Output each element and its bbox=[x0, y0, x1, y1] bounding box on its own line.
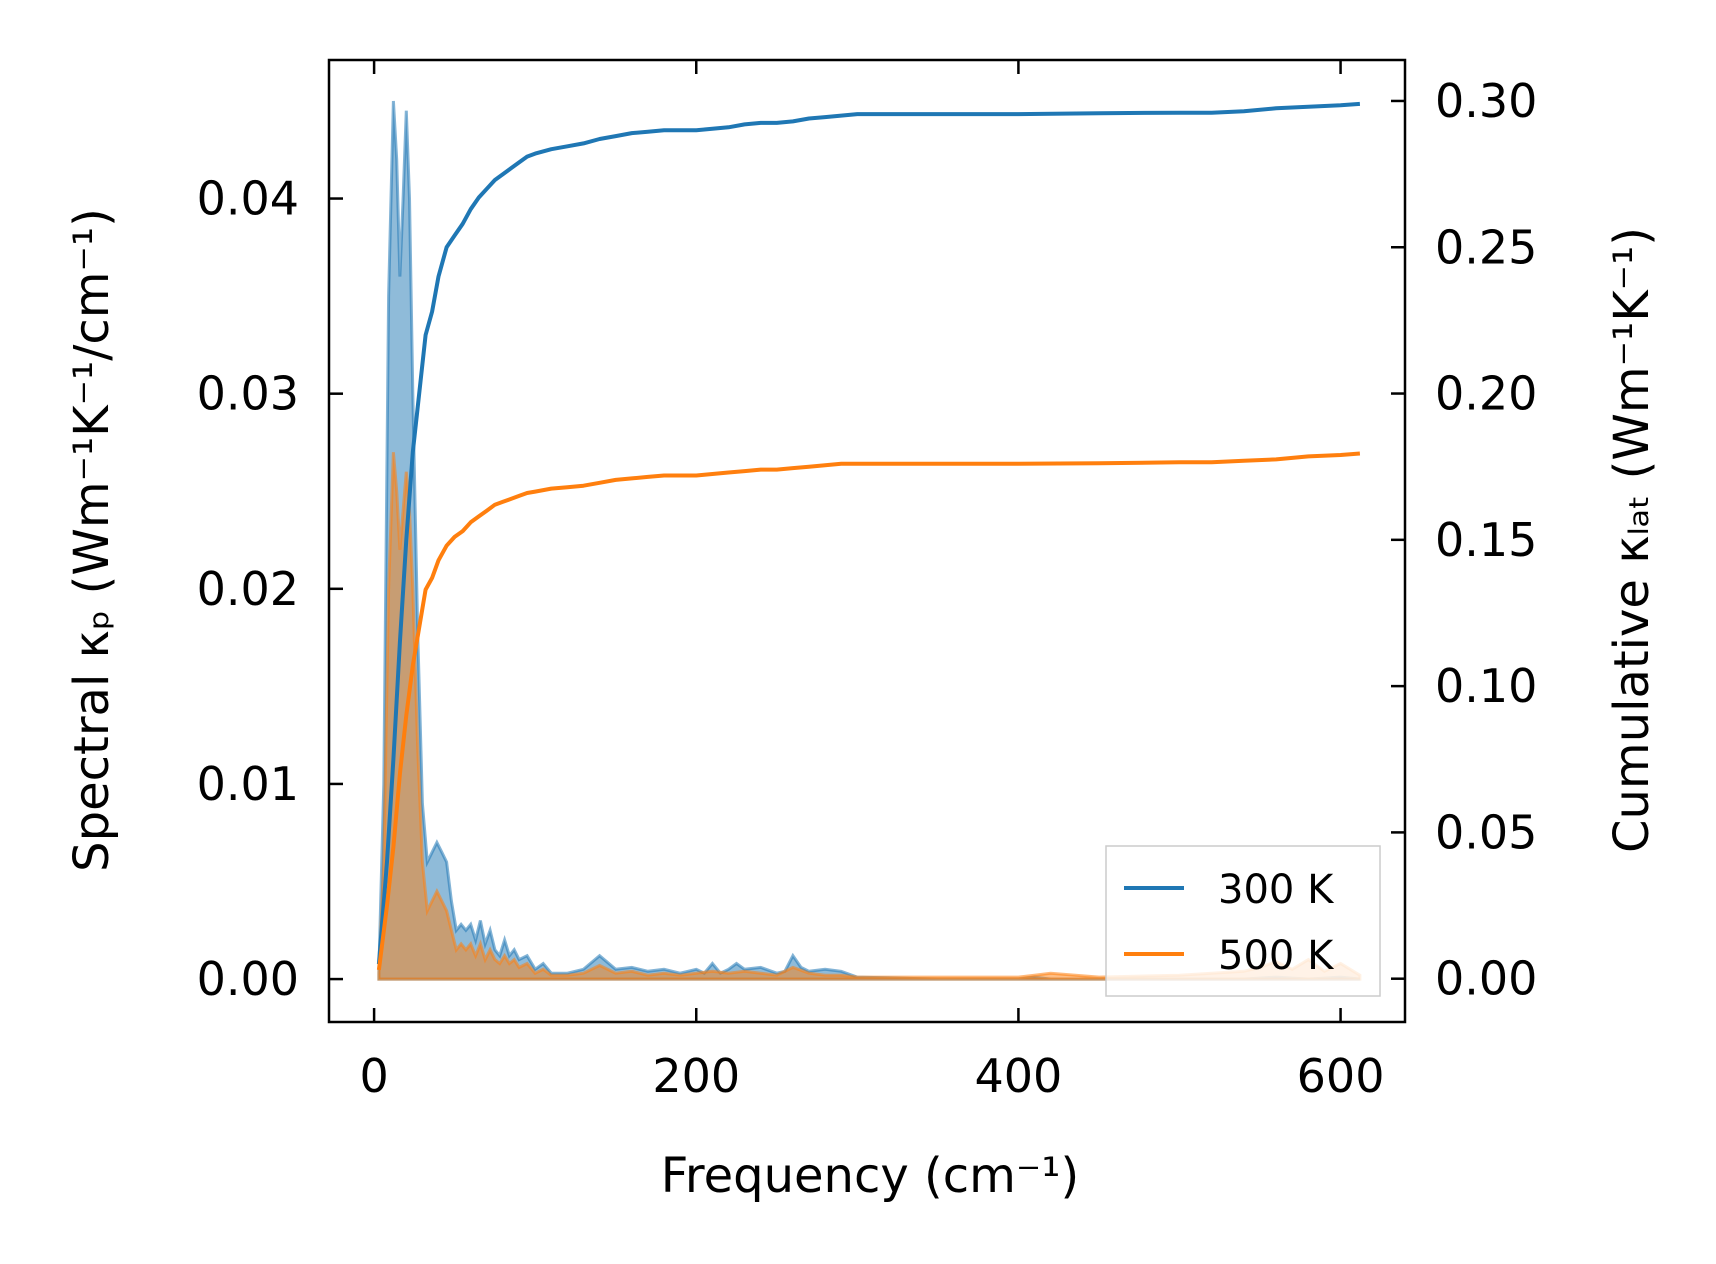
x-tick-label: 400 bbox=[975, 1049, 1063, 1103]
ticks-layer: 0 200 400 600 0.00 0.01 0.02 0.03 0.04 0.00 0.05 0.… bbox=[197, 60, 1537, 1103]
y-tick-label-left: 0.01 bbox=[197, 757, 299, 811]
cumulative-line-300k bbox=[376, 101, 1361, 965]
y-axis-label-left: Spectral κₚ (Wm⁻¹K⁻¹/cm⁻¹) bbox=[64, 208, 120, 872]
y-tick-label-right: 0.05 bbox=[1435, 805, 1537, 859]
y-tick-label-left: 0.00 bbox=[197, 952, 299, 1006]
y-tick-label-left: 0.04 bbox=[197, 172, 299, 226]
y-tick-label-right: 0.10 bbox=[1435, 659, 1537, 713]
cumulative-line-500k bbox=[376, 451, 1361, 971]
spectral-area-500k bbox=[377, 452, 1362, 981]
legend-label-300k: 300 K bbox=[1218, 867, 1335, 913]
y-tick-label-right: 0.00 bbox=[1435, 952, 1537, 1006]
y-tick-label-left: 0.02 bbox=[197, 562, 299, 616]
data-layer bbox=[376, 100, 1362, 981]
legend-label-500k: 500 K bbox=[1218, 933, 1335, 979]
y-tick-label-right: 0.30 bbox=[1435, 74, 1537, 128]
y-tick-label-right: 0.20 bbox=[1435, 367, 1537, 421]
legend-frame bbox=[1105, 845, 1381, 997]
y-axis-label-right: Cumulative κₗₐₜ (Wm⁻¹K⁻¹) bbox=[1604, 227, 1660, 853]
x-tick-label: 200 bbox=[652, 1049, 740, 1103]
x-tick-label: 0 bbox=[359, 1049, 388, 1103]
y-tick-label-left: 0.03 bbox=[197, 367, 299, 421]
x-axis-label: Frequency (cm⁻¹) bbox=[661, 1148, 1079, 1204]
legend: 300 K 500 K bbox=[1105, 845, 1381, 997]
y-tick-label-right: 0.25 bbox=[1435, 220, 1537, 274]
x-tick-label: 600 bbox=[1297, 1049, 1385, 1103]
y-tick-label-right: 0.15 bbox=[1435, 513, 1537, 567]
